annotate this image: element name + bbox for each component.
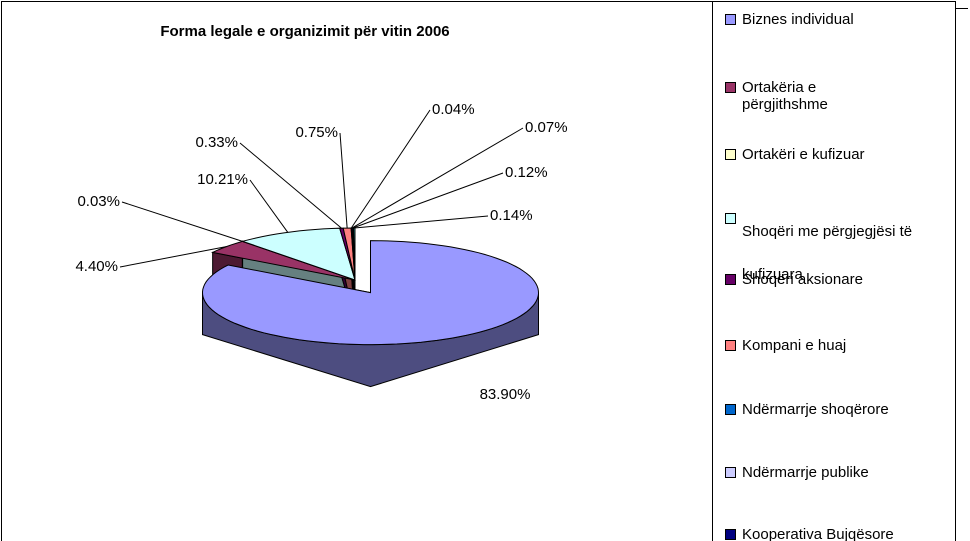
data-label: 83.90% [480,386,531,403]
legend-entry: Kompani e huaj [725,337,962,354]
legend-entry: Ndërmarrje shoqërore [725,401,962,418]
legend-label: Shoqëri me përgjegjësi të kufizuara [742,223,913,283]
data-label: 0.33% [195,134,238,151]
legend-entry: Kooperativa Bujqësore [725,526,970,541]
data-label: 4.40% [75,258,118,275]
legend-label: Shoqëri aksionare [742,271,863,288]
leader-line [239,142,342,229]
leader-line [350,109,431,229]
legend-entry: Ndërmarrje publike [725,464,962,481]
legend-entry: Ortakëria e përgjithshme [725,79,872,113]
legend-swatch [725,467,736,478]
legend-swatch [725,213,736,224]
legend-swatch [725,529,736,540]
data-label: 0.12% [505,164,548,181]
legend-swatch [725,149,736,160]
data-label: 0.03% [77,193,120,210]
leader-line [354,215,489,229]
chart-title: Forma legale e organizimit për vitin 200… [160,23,449,40]
data-label: 0.07% [525,119,568,136]
legend-entry: Ortakëri e kufizuar [725,146,962,163]
legend-label: Ortakëria e përgjithshme [742,79,828,113]
leader-line [249,179,289,233]
leader-line [121,201,243,242]
data-label: 0.14% [490,207,533,224]
legend-swatch [725,274,736,285]
legend-entry: Shoqëri me përgjegjësi të kufizuara [725,210,967,296]
legend-swatch [725,14,736,25]
legend-label: Biznes individual [742,11,854,28]
legend-swatch [725,404,736,415]
legend-entry: Biznes individual [725,11,962,28]
legend-label: Kooperativa Bujqësore [742,526,894,541]
legend-label: Ndërmarrje shoqërore [742,401,889,418]
leader-line [119,246,227,268]
data-label: 0.04% [432,101,475,118]
leader-line [352,172,504,229]
legend-swatch [725,82,736,93]
slice [201,240,540,346]
data-label: 10.21% [197,171,248,188]
leader-line [339,132,348,229]
legend-label: Ortakëri e kufizuar [742,146,865,163]
legend-label: Kompani e huaj [742,337,847,354]
legend-swatch [725,340,736,351]
legend-entry: Shoqëri aksionare [725,271,962,288]
legend-label: Ndërmarrje publike [742,464,869,481]
slice [240,227,356,281]
leader-line [351,127,524,229]
slice [210,240,356,281]
data-label: 0.75% [295,124,338,141]
